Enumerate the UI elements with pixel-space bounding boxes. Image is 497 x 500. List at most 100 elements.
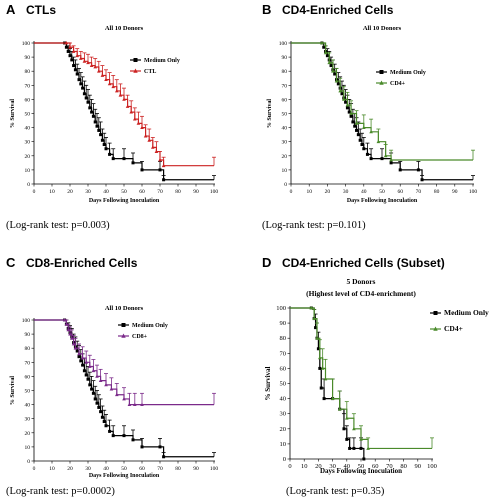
legend-label: CD4+ bbox=[390, 81, 406, 87]
data-point bbox=[389, 161, 393, 165]
survival-curve bbox=[291, 42, 473, 161]
y-tick-label: 20 bbox=[282, 154, 288, 160]
data-point bbox=[104, 77, 108, 82]
survival-curve bbox=[34, 42, 214, 167]
data-point bbox=[376, 139, 381, 144]
x-tick-label: 30 bbox=[329, 463, 336, 470]
data-point bbox=[334, 79, 339, 83]
series-cd4 bbox=[291, 41, 475, 162]
data-point bbox=[320, 41, 324, 45]
y-tick-label: 0 bbox=[27, 459, 30, 465]
data-point bbox=[348, 446, 352, 450]
legend-marker bbox=[121, 323, 126, 327]
data-point bbox=[342, 427, 346, 431]
x-tick-label: 50 bbox=[121, 466, 127, 472]
data-point bbox=[341, 97, 346, 101]
y-tick-label: 0 bbox=[27, 182, 30, 188]
data-point bbox=[369, 129, 373, 134]
y-tick-label: 50 bbox=[282, 112, 288, 118]
y-tick-label: 0 bbox=[284, 182, 287, 188]
x-tick-label: 10 bbox=[49, 466, 55, 472]
data-point bbox=[66, 49, 70, 53]
data-point bbox=[338, 88, 342, 93]
data-point bbox=[356, 133, 360, 137]
data-point bbox=[358, 138, 362, 142]
x-tick-label: 100 bbox=[210, 189, 219, 195]
y-tick-label: 20 bbox=[25, 431, 31, 437]
data-point bbox=[369, 157, 373, 161]
data-point bbox=[89, 63, 94, 67]
log-rank-stat: (Log-rank test: p=0.101) bbox=[262, 220, 366, 231]
data-point bbox=[107, 81, 112, 86]
data-point bbox=[108, 152, 112, 156]
panel-c: C CD8-Enriched Cells All 10 Donors 0 10 20 30 4… bbox=[6, 255, 218, 497]
y-tick-label: 30 bbox=[280, 411, 287, 418]
survival-curve bbox=[290, 307, 365, 459]
data-point bbox=[72, 64, 76, 68]
x-tick-label: 100 bbox=[427, 463, 437, 470]
chart-title: 5 Donors bbox=[347, 277, 376, 286]
data-point bbox=[330, 396, 335, 400]
data-point bbox=[79, 359, 83, 363]
y-tick-label: 90 bbox=[282, 55, 288, 61]
data-point bbox=[359, 437, 363, 441]
data-point bbox=[351, 120, 355, 124]
data-point bbox=[73, 346, 78, 350]
y-tick-label: 100 bbox=[22, 41, 31, 47]
y-tick-label: 70 bbox=[25, 83, 31, 89]
y-axis-label: % Survival bbox=[10, 376, 16, 406]
legend-label: Medium Only bbox=[144, 58, 180, 64]
data-point bbox=[345, 106, 349, 110]
x-tick-label: 10 bbox=[301, 463, 308, 470]
y-tick-label: 60 bbox=[25, 374, 31, 380]
x-tick-label: 70 bbox=[386, 463, 393, 470]
y-tick-label: 90 bbox=[25, 332, 31, 338]
legend-marker bbox=[133, 68, 138, 73]
y-tick-label: 70 bbox=[25, 360, 31, 366]
data-point bbox=[327, 60, 332, 65]
data-point bbox=[68, 45, 72, 49]
y-tick-label: 40 bbox=[25, 126, 31, 132]
data-point bbox=[158, 158, 162, 162]
data-point bbox=[115, 88, 119, 93]
legend-marker bbox=[121, 333, 126, 338]
data-point bbox=[95, 124, 99, 128]
data-point bbox=[309, 306, 314, 310]
data-point bbox=[125, 104, 130, 108]
y-tick-label: 20 bbox=[25, 154, 31, 160]
data-point bbox=[347, 110, 351, 114]
data-point bbox=[77, 355, 81, 359]
legend-marker bbox=[433, 311, 438, 315]
x-tick-label: 80 bbox=[434, 189, 440, 195]
data-point bbox=[133, 402, 137, 406]
data-point bbox=[104, 147, 108, 151]
x-tick-label: 80 bbox=[175, 466, 181, 472]
data-point bbox=[352, 426, 356, 431]
data-point bbox=[93, 120, 97, 124]
data-point bbox=[354, 121, 359, 125]
y-tick-label: 40 bbox=[25, 403, 31, 409]
data-point bbox=[109, 387, 114, 391]
y-tick-label: 100 bbox=[279, 41, 288, 47]
x-axis-label: Days Following Inoculation bbox=[347, 198, 418, 204]
x-tick-label: 60 bbox=[397, 189, 403, 195]
legend-marker bbox=[379, 80, 384, 85]
x-tick-label: 20 bbox=[67, 466, 73, 472]
data-point bbox=[161, 163, 166, 168]
data-point bbox=[99, 410, 103, 414]
legend-entry: Medium Only bbox=[376, 70, 426, 76]
data-point bbox=[64, 41, 69, 45]
data-point bbox=[88, 106, 92, 110]
data-point bbox=[81, 363, 85, 367]
y-tick-label: 40 bbox=[282, 126, 288, 132]
y-tick-label: 50 bbox=[280, 381, 287, 388]
data-point bbox=[322, 45, 326, 49]
data-point bbox=[79, 56, 83, 60]
data-point bbox=[140, 445, 144, 449]
panel-d: D CD4-Enriched Cells (Subset) 5 Donors (Hig… bbox=[262, 255, 489, 497]
legend-label: CD8+ bbox=[132, 334, 148, 340]
data-point bbox=[93, 397, 97, 401]
y-tick-label: 60 bbox=[280, 365, 287, 372]
data-point bbox=[104, 424, 108, 428]
data-point bbox=[75, 72, 79, 76]
